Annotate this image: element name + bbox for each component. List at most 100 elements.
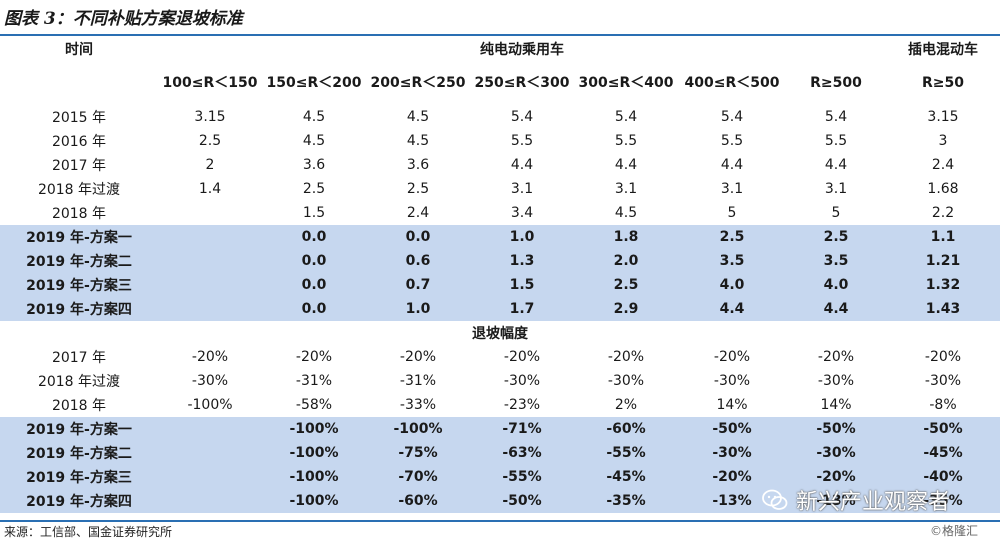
pure-ev-group-header: 纯电动乘用车 xyxy=(480,42,564,58)
table-row: 2018 年过渡 -30% -31% -31% -30% -30% -30% -30% -30% xyxy=(0,369,1000,393)
table-cell: 2 xyxy=(205,157,215,173)
table-row: 2019 年-方案四 0.0 1.0 1.7 2.9 4.4 4.4 1.43 xyxy=(0,297,1000,321)
table-cell: 4.5 xyxy=(302,109,326,125)
table-cell: 2.9 xyxy=(574,297,678,321)
table-cell: 5.5 xyxy=(614,133,638,149)
table-cell: 2.2 xyxy=(931,205,955,221)
wechat-icon xyxy=(762,489,788,510)
row-label: 2019 年-方案二 xyxy=(0,441,158,465)
table-row: 2016 年 2.5 4.5 4.5 5.5 5.5 5.5 5.5 3 xyxy=(0,129,1000,153)
table-cell: -20% xyxy=(503,349,541,365)
table-cell: -75% xyxy=(366,441,470,465)
table-cell: 0.0 xyxy=(262,225,366,249)
table-cell: 1.32 xyxy=(886,273,1000,297)
row-label: 2015 年 xyxy=(51,110,107,126)
table-cell: 1.43 xyxy=(886,297,1000,321)
table-cell: 5 xyxy=(831,205,841,221)
table-cell: 1.4 xyxy=(198,181,222,197)
table-cell: -30% xyxy=(713,373,751,389)
table-cell: -20% xyxy=(713,349,751,365)
table-cell: 2.5 xyxy=(302,181,326,197)
row-label: 2019 年-方案三 xyxy=(0,273,158,297)
table-cell: 3.15 xyxy=(927,109,959,125)
table-cell: 4.4 xyxy=(510,157,534,173)
row-label: 2016 年 xyxy=(51,134,107,150)
table-cell: -60% xyxy=(366,489,470,513)
table-cell: 3.1 xyxy=(614,181,638,197)
subsidy-table: 时间 纯电动乘用车 插电混动车 100≤R＜150 150≤R＜200 200≤R＜… xyxy=(0,37,1000,513)
table-cell: -55% xyxy=(470,465,574,489)
table-cell: -100% xyxy=(366,417,470,441)
top-rule xyxy=(0,34,1000,36)
table-row: 2015 年 3.15 4.5 4.5 5.4 5.4 5.4 5.4 3.15 xyxy=(0,105,1000,129)
table-cell: 5.5 xyxy=(720,133,744,149)
bottom-rule xyxy=(0,520,1000,522)
table-cell: 0.0 xyxy=(366,225,470,249)
table-cell: -20% xyxy=(678,465,786,489)
table-cell: 4.4 xyxy=(614,157,638,173)
row-label: 2017 年 xyxy=(51,350,107,366)
time-header: 时间 xyxy=(65,42,93,58)
table-cell: -30% xyxy=(503,373,541,389)
table-cell: -31% xyxy=(399,373,437,389)
table-cell: 0.0 xyxy=(262,297,366,321)
table-cell xyxy=(158,441,262,465)
table-cell: 4.5 xyxy=(406,133,430,149)
table-cell: 0.0 xyxy=(262,273,366,297)
table-cell: 1.1 xyxy=(886,225,1000,249)
row-label: 2018 年过渡 xyxy=(37,374,121,390)
table-cell xyxy=(158,201,262,225)
table-cell: -100% xyxy=(262,489,366,513)
row-label: 2019 年-方案二 xyxy=(0,249,158,273)
table-row: 2019 年-方案三 0.0 0.7 1.5 2.5 4.0 4.0 1.32 xyxy=(0,273,1000,297)
table-cell: 4.0 xyxy=(678,273,786,297)
table-cell: 2.5 xyxy=(678,225,786,249)
table-cell: 5.4 xyxy=(614,109,638,125)
column-header: R≥500 xyxy=(810,74,862,91)
table-cell: -35% xyxy=(574,489,678,513)
source-note: 来源：工信部、国金证券研究所 xyxy=(4,525,173,539)
table-cell: 4.5 xyxy=(302,133,326,149)
table-cell: 2% xyxy=(614,397,638,413)
row-label: 2017 年 xyxy=(51,158,107,174)
table-cell: -63% xyxy=(470,441,574,465)
table-cell: 3.6 xyxy=(406,157,430,173)
table-cell xyxy=(158,417,262,441)
column-header: R≥50 xyxy=(922,74,964,91)
table-cell: 2.5 xyxy=(786,225,886,249)
table-cell: -45% xyxy=(574,465,678,489)
watermark: 新兴产业观察者 xyxy=(762,484,950,516)
table-cell: 2.0 xyxy=(574,249,678,273)
page-title: 图表 3：不同补贴方案退坡标准 xyxy=(4,9,243,29)
table-cell: 2.5 xyxy=(198,133,222,149)
table-row: 2019 年-方案一 -100% -100% -71% -60% -50% -50% -50% xyxy=(0,417,1000,441)
table-cell: -30% xyxy=(678,441,786,465)
table-cell: 3.1 xyxy=(720,181,744,197)
section-label: 退坡幅度 xyxy=(472,326,528,342)
row-label: 2018 年 xyxy=(51,398,107,414)
row-label: 2019 年-方案四 xyxy=(0,297,158,321)
table-cell: 1.7 xyxy=(470,297,574,321)
table-cell: -50% xyxy=(678,417,786,441)
table-cell: -30% xyxy=(191,373,229,389)
phev-group-header: 插电混动车 xyxy=(908,42,978,58)
table-cell xyxy=(158,297,262,321)
table-cell: -30% xyxy=(924,373,962,389)
table-cell: 1.68 xyxy=(927,181,959,197)
table-cell: 4.4 xyxy=(720,157,744,173)
table-cell xyxy=(158,489,262,513)
table-cell: 3.5 xyxy=(786,249,886,273)
table-cell: 3.6 xyxy=(302,157,326,173)
table-cell: 3.4 xyxy=(510,205,534,221)
table-cell xyxy=(158,249,262,273)
section-row: 退坡幅度 xyxy=(0,321,1000,345)
table-cell: 0.6 xyxy=(366,249,470,273)
column-header: 250≤R＜300 xyxy=(474,74,570,91)
table-row: 2019 年-方案一 0.0 0.0 1.0 1.8 2.5 2.5 1.1 xyxy=(0,225,1000,249)
table-cell: -40% xyxy=(886,465,1000,489)
table-cell: -50% xyxy=(786,417,886,441)
table-cell xyxy=(158,225,262,249)
table-cell: -31% xyxy=(295,373,333,389)
table-cell: -30% xyxy=(786,441,886,465)
table-cell: -60% xyxy=(574,417,678,441)
